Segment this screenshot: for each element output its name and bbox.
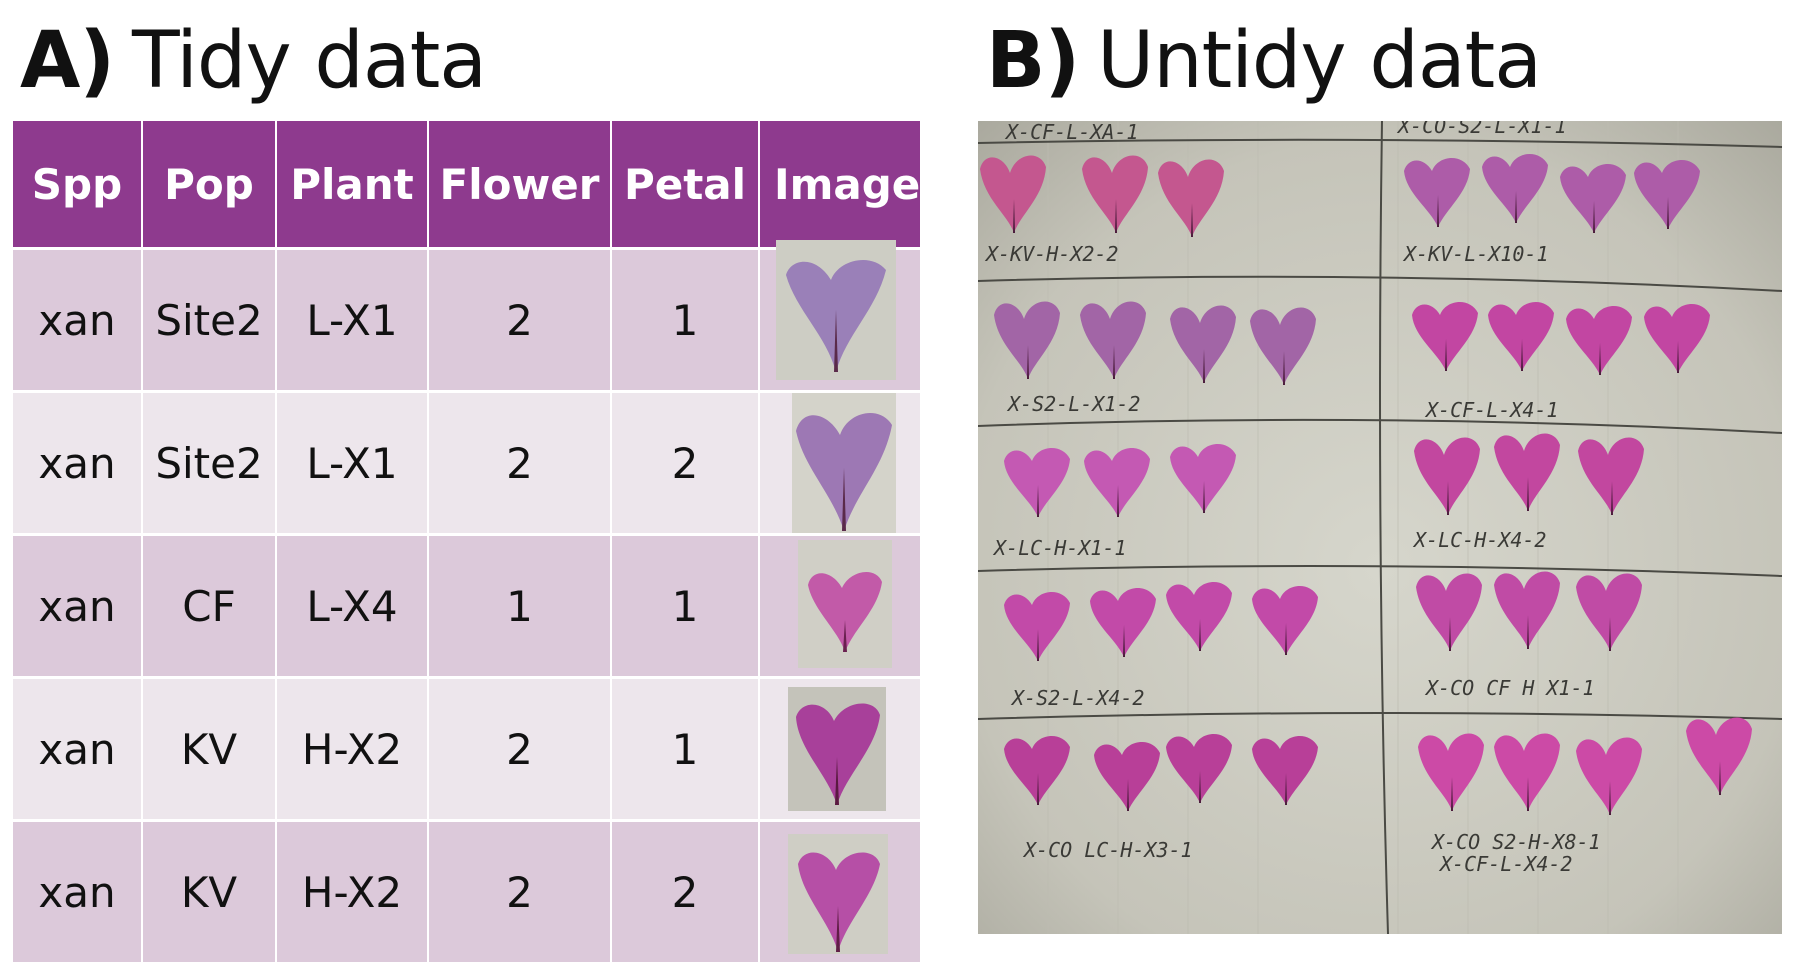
header-spp: Spp [13, 121, 142, 249]
sheet-label: X-KV-L-X10-1 [1402, 242, 1549, 266]
sheet-label: X-CF-L-X4-1 [1424, 398, 1558, 422]
cell-petal: 1 [611, 535, 759, 678]
sheet-label: X-CF-L-XA-1 [1004, 121, 1138, 144]
sheet-label: X-LC-H-X4-2 [1412, 528, 1546, 552]
petal-photo [788, 687, 886, 811]
cell-flower: 2 [428, 392, 611, 535]
cell-pop: KV [142, 821, 276, 962]
sheet-label: X-CO S2-H-X8-1 [1430, 830, 1601, 854]
petal-photo [792, 393, 896, 533]
petal-photo [788, 834, 888, 954]
cell-flower: 2 [428, 821, 611, 962]
header-image: Image [759, 121, 920, 249]
sheet-label: X-LC-H-X1-1 [992, 536, 1126, 560]
table-row: xan KV H-X2 2 2 [13, 821, 920, 962]
header-pop: Pop [142, 121, 276, 249]
sheet-label: X-CF-L-X4-2 [1438, 852, 1572, 876]
cell-pop: CF [142, 535, 276, 678]
cell-plant: L-X4 [276, 535, 428, 678]
petal-photo [798, 540, 892, 668]
petal-group [1004, 444, 1236, 517]
table-header-row: Spp Pop Plant Flower Petal Image [13, 121, 920, 249]
cell-image [759, 249, 920, 392]
header-plant: Plant [276, 121, 428, 249]
sheet-label: X-KV-H-X2-2 [984, 242, 1118, 266]
cell-spp: xan [13, 678, 142, 821]
panel-b-letter: B) [986, 16, 1079, 106]
table-row: xan KV H-X2 2 1 [13, 678, 920, 821]
petal-photo [776, 240, 896, 380]
cell-spp: xan [13, 535, 142, 678]
untidy-data-photo: X-CF-L-XA-1 X-CO-S2-L-X1-1 X-KV-H-X2-2 X… [978, 121, 1782, 934]
cell-spp: xan [13, 249, 142, 392]
cell-pop: Site2 [142, 392, 276, 535]
cell-flower: 2 [428, 249, 611, 392]
cell-spp: xan [13, 821, 142, 962]
panel-a-letter: A) [20, 16, 114, 106]
sheet-label: X-S2-L-X1-2 [1006, 392, 1140, 416]
cell-pop: Site2 [142, 249, 276, 392]
header-petal: Petal [611, 121, 759, 249]
sheet-label: X-CO CF H X1-1 [1424, 676, 1595, 700]
cell-image [759, 535, 920, 678]
cell-petal: 2 [611, 821, 759, 962]
sheet-label: X-CO-S2-L-X1-1 [1396, 121, 1567, 138]
panel-a-title-text: Tidy data [132, 16, 486, 106]
cell-flower: 1 [428, 535, 611, 678]
panel-b-title: B)Untidy data [986, 16, 1541, 106]
sheet-label: X-CO LC-H-X3-1 [1022, 838, 1193, 862]
cell-image [759, 678, 920, 821]
header-flower: Flower [428, 121, 611, 249]
cell-petal: 1 [611, 678, 759, 821]
cell-petal: 1 [611, 249, 759, 392]
cell-plant: H-X2 [276, 678, 428, 821]
cell-image [759, 392, 920, 535]
cell-plant: H-X2 [276, 821, 428, 962]
table-row: xan Site2 L-X1 2 2 [13, 392, 920, 535]
table-row: xan CF L-X4 1 1 [13, 535, 920, 678]
table-row: xan Site2 L-X1 2 1 [13, 249, 920, 392]
cell-image [759, 821, 920, 962]
cell-spp: xan [13, 392, 142, 535]
tidy-data-table: Spp Pop Plant Flower Petal Image xan Sit… [13, 121, 920, 962]
cell-flower: 2 [428, 678, 611, 821]
panel-a-title: A)Tidy data [20, 16, 486, 106]
sheet-label: X-S2-L-X4-2 [1010, 686, 1144, 710]
cell-pop: KV [142, 678, 276, 821]
panel-b-title-text: Untidy data [1097, 16, 1541, 106]
cell-plant: L-X1 [276, 249, 428, 392]
cell-plant: L-X1 [276, 392, 428, 535]
cell-petal: 2 [611, 392, 759, 535]
